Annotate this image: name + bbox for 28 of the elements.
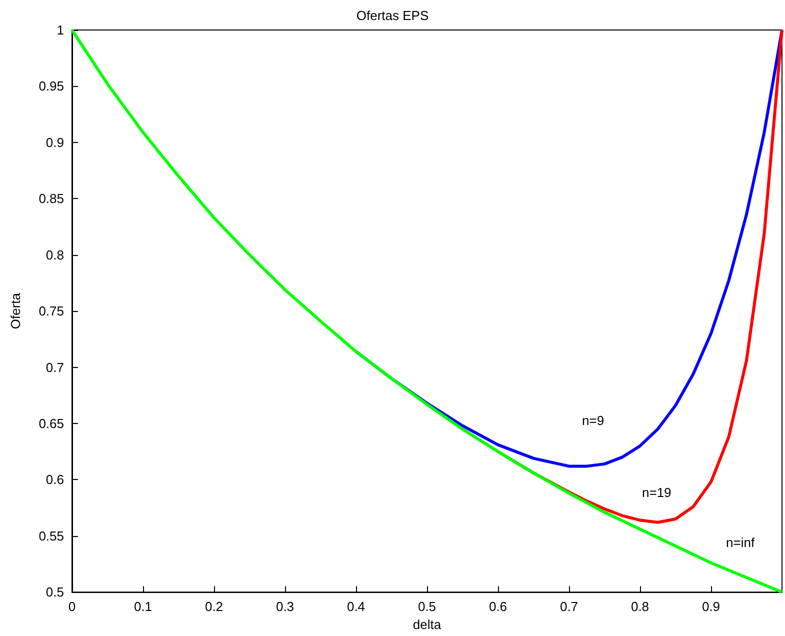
- y-tick-label: 0.65: [38, 416, 64, 431]
- annotation: n=9: [582, 413, 604, 428]
- y-tick-label: 0.95: [38, 78, 64, 94]
- x-tick-label: 0: [68, 599, 76, 614]
- y-tick-label: 0.5: [46, 584, 64, 600]
- annotation: n=inf: [726, 535, 755, 550]
- x-tick-label: 0.4: [346, 599, 366, 614]
- y-tick-label: 0.8: [46, 247, 64, 262]
- x-axis-title: delta: [412, 617, 442, 632]
- y-tick-label: 0.7: [46, 360, 64, 375]
- x-tick-label: 0.7: [560, 599, 578, 614]
- y-tick-label: 0.75: [38, 304, 64, 319]
- annotation: n=19: [642, 485, 672, 500]
- y-tick-label: 0.55: [38, 528, 64, 544]
- x-tick-label: 0.1: [134, 599, 152, 614]
- y-axis-title: Oferta: [8, 292, 23, 330]
- y-tick-label: 0.9: [46, 134, 64, 150]
- x-tick-label: 0.9: [702, 599, 720, 614]
- x-tick-label: 0.6: [488, 599, 508, 614]
- chart-title: Ofertas EPS: [356, 8, 429, 23]
- x-tick-label: 0.8: [630, 599, 650, 614]
- line-series: [70, 28, 784, 594]
- y-tick-label: 0.85: [38, 191, 64, 206]
- x-tick-label: 0.5: [418, 599, 436, 614]
- x-tick-label: 0.3: [276, 599, 294, 614]
- y-tick-label: 0.6: [46, 472, 64, 488]
- y-tick-label: 1: [56, 22, 64, 38]
- x-tick-label: 0.2: [204, 599, 224, 614]
